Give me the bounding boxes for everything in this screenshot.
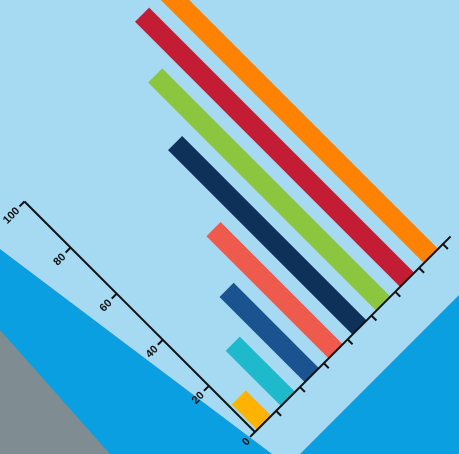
- bar: [168, 136, 367, 335]
- x-axis: [254, 235, 452, 433]
- bar: [219, 282, 319, 383]
- y-tick: [157, 339, 164, 346]
- x-tick: [394, 291, 401, 298]
- bar: [225, 336, 296, 407]
- bar: [148, 68, 391, 311]
- bar: [149, 0, 439, 264]
- y-tick: [203, 385, 210, 392]
- bar: [206, 222, 343, 359]
- x-tick: [418, 267, 425, 274]
- bar: [231, 390, 272, 430]
- y-tick: [64, 246, 72, 254]
- y-tick: [111, 292, 118, 300]
- x-tick: [299, 386, 306, 393]
- y-tick: [18, 200, 26, 208]
- x-tick: [323, 362, 330, 369]
- bars: [135, 0, 439, 430]
- x-tick: [442, 243, 449, 250]
- y-axis-line: [23, 200, 256, 433]
- x-tick: [370, 314, 378, 322]
- x-tick: [346, 338, 354, 346]
- bar: [135, 7, 415, 287]
- background-band: [0, 249, 459, 454]
- y-tick: [249, 431, 256, 438]
- x-axis-line: [254, 235, 452, 433]
- x-tick: [275, 410, 282, 417]
